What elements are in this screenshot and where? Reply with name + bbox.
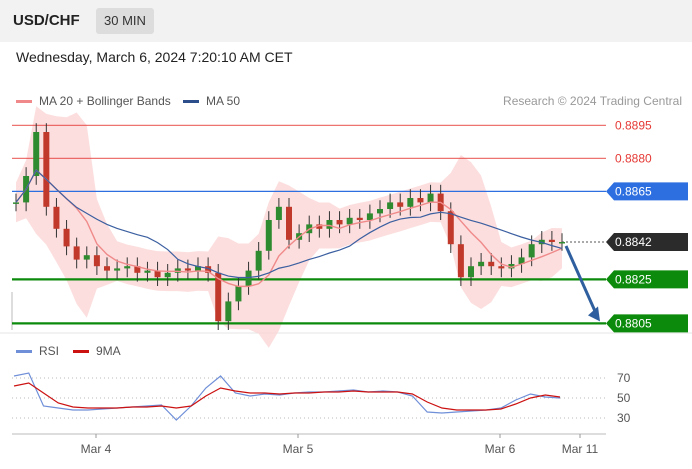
candle-body (407, 198, 414, 207)
candle-body (468, 266, 474, 278)
level-tag-shape (606, 270, 688, 289)
level-label: 0.8842 (615, 235, 652, 249)
legend-ma50: MA 50 (183, 94, 240, 108)
rsi-tick-label: 70 (617, 371, 631, 385)
candle-body (124, 266, 131, 269)
level-label: 0.8825 (615, 272, 652, 286)
legend-rsi-label: RSI (39, 344, 60, 358)
candle-body (559, 242, 565, 244)
candle-body (184, 268, 191, 271)
forecast-arrow-line (564, 245, 598, 315)
rsi-tick-label: 30 (617, 411, 631, 425)
level-tag-shape (606, 314, 688, 333)
candle-body (63, 228, 70, 247)
candle-body (83, 255, 90, 260)
rsi-swatch (16, 349, 32, 353)
candle-body (447, 211, 454, 245)
timeframe-button[interactable]: 30 MIN (96, 8, 154, 34)
legend-ma9-label: 9MA (96, 344, 121, 358)
candle-body (508, 264, 515, 269)
x-tick-label: Mar 11 (562, 442, 599, 456)
level-tag-support: 0.8825 (606, 270, 688, 289)
rsi-ma-line (13, 382, 561, 411)
candle-body (488, 261, 495, 267)
ma50-line (15, 169, 563, 279)
forecast-arrow-head (588, 306, 600, 322)
candle-body (528, 244, 535, 258)
candle-body (478, 261, 485, 267)
candle-body (548, 239, 555, 242)
candle-body (518, 257, 525, 264)
candle-body (336, 220, 343, 225)
candle-body (377, 209, 383, 214)
level-label: 0.8895 (615, 118, 652, 132)
candle-body (356, 217, 363, 220)
candle-body (13, 202, 19, 204)
candle-body (154, 270, 161, 278)
level-tag-support: 0.8805 (606, 314, 688, 333)
candle-body (205, 266, 212, 273)
candle-body (73, 246, 80, 260)
candle-body (417, 198, 424, 203)
level-tag-shape (606, 233, 688, 251)
candle-body (235, 286, 242, 302)
rsi-tick-label: 50 (617, 391, 631, 405)
legend-ma9: 9MA (73, 344, 121, 358)
level-label: 0.8805 (615, 316, 652, 330)
ma9-swatch (73, 349, 89, 353)
candle-body (134, 266, 141, 273)
candle-body (104, 266, 110, 271)
x-tick-label: Mar 5 (283, 442, 314, 456)
candle-body (326, 220, 333, 229)
legend-ma50-label: MA 50 (206, 94, 241, 108)
candle-body (215, 272, 222, 322)
candle-body (265, 220, 272, 251)
ma20-line (15, 169, 563, 288)
ma20-swatch (16, 99, 32, 103)
candle-body (498, 266, 505, 269)
level-tag-current: 0.8842 (606, 233, 688, 251)
candle-body (53, 206, 60, 229)
level-tag-pivot: 0.8865 (606, 182, 688, 201)
candle-body (255, 250, 262, 271)
candle-body (316, 224, 323, 229)
candle-body (195, 266, 201, 271)
candle-body (114, 268, 121, 271)
top-bar: USD/CHF 30 MIN (0, 0, 692, 42)
candle-body (366, 213, 373, 220)
credit-text: Research © 2024 Trading Central (503, 94, 682, 108)
candle-body (164, 272, 171, 278)
candle-body (225, 301, 232, 322)
candle-body (457, 244, 464, 278)
level-tag-shape (606, 182, 688, 201)
level-label: 0.8880 (615, 151, 652, 165)
level-label: 0.8865 (615, 184, 652, 198)
timestamp: Wednesday, March 6, 2024 7:20:10 AM CET (16, 49, 293, 65)
candle-body (245, 270, 252, 286)
legend-ma20-label: MA 20 + Bollinger Bands (39, 94, 171, 108)
rsi-line (13, 372, 561, 421)
candle-body (43, 132, 50, 207)
candle-body (427, 193, 434, 203)
candle-body (397, 202, 404, 207)
legend-ma20: MA 20 + Bollinger Bands (16, 94, 171, 108)
instrument-title: USD/CHF (13, 12, 80, 29)
ma50-swatch (183, 99, 199, 103)
candle-body (346, 217, 353, 225)
legend-rsi: RSI (16, 344, 59, 358)
candle-body (387, 202, 394, 209)
candle-body (33, 132, 40, 176)
candle-body (286, 206, 292, 240)
candle-body (93, 255, 100, 267)
candle-body (144, 270, 151, 273)
x-tick-label: Mar 4 (81, 442, 112, 456)
x-tick-label: Mar 6 (485, 442, 516, 456)
candle-body (275, 206, 282, 220)
candle-body (174, 268, 181, 273)
